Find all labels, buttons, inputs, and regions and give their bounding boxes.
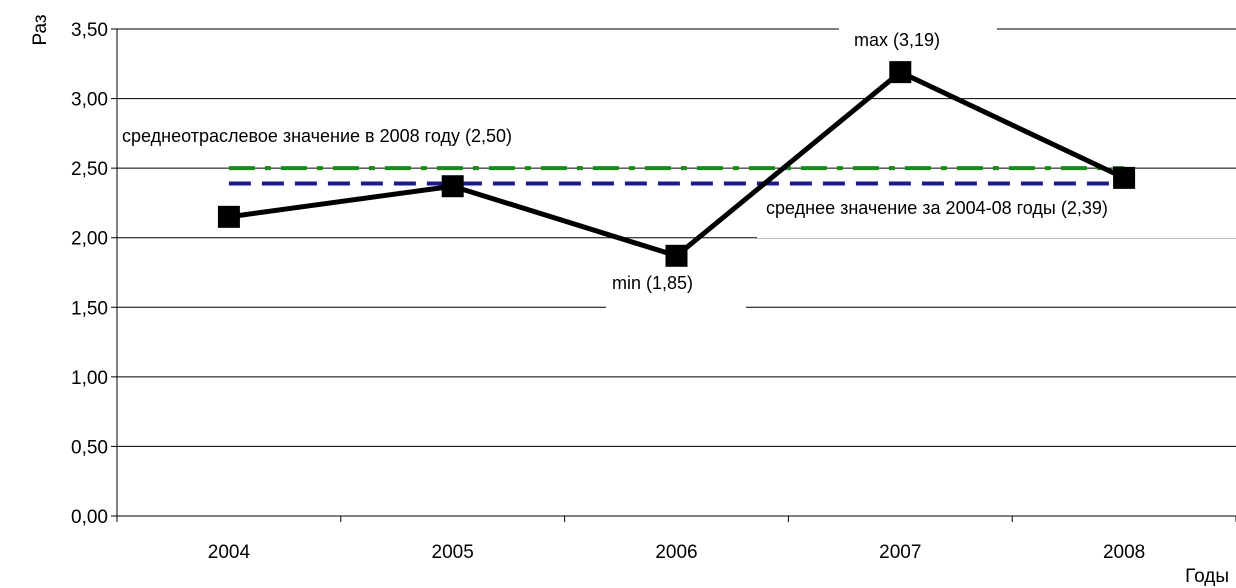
y-axis-title: Раз	[30, 14, 51, 45]
y-tick-label: 3,00	[71, 90, 108, 111]
y-tick-label: 1,50	[71, 298, 108, 319]
y-tick-label: 2,50	[71, 159, 108, 180]
annotation-max: max (3,19)	[854, 30, 940, 50]
y-tick-label: 2,00	[71, 229, 108, 250]
y-tick-label: 1,00	[71, 368, 108, 389]
annotation-min: min (1,85)	[612, 273, 693, 293]
x-tick-label: 2005	[432, 542, 474, 563]
x-tick-label: 2004	[208, 542, 251, 563]
x-tick-label: 2008	[1103, 542, 1145, 563]
data-point	[1113, 167, 1135, 189]
x-axis-title: Годы	[1185, 566, 1229, 587]
data-point	[442, 175, 464, 197]
data-point	[218, 206, 240, 228]
ref-label-industry: среднеотраслевое значение в 2008 году (2…	[122, 126, 512, 146]
x-tick-label: 2007	[879, 542, 921, 563]
x-tick-label: 2006	[655, 542, 697, 563]
reference-lines	[229, 28, 1236, 310]
y-tick-label: 0,00	[71, 507, 108, 528]
y-tick-label: 3,50	[71, 20, 108, 41]
data-point	[889, 61, 911, 83]
data-point	[666, 245, 688, 267]
y-tick-label: 0,50	[71, 437, 108, 458]
ref-label-average: среднее значение за 2004-08 годы (2,39)	[766, 198, 1108, 218]
